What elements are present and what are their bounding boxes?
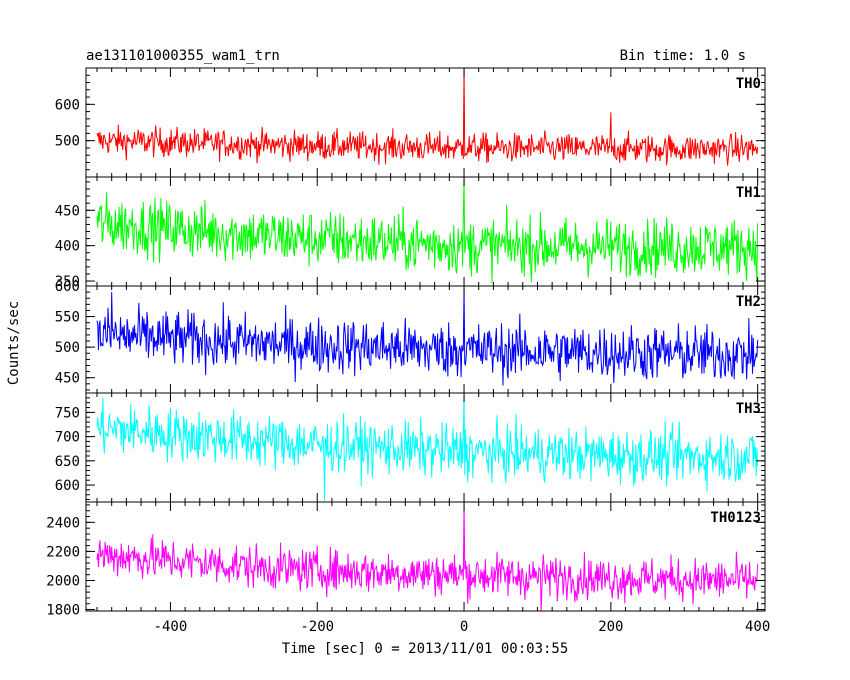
- y-tick-label: 350: [55, 274, 80, 290]
- x-tick-label: 200: [598, 619, 623, 635]
- y-tick-label: 2000: [46, 573, 80, 589]
- series-line-th3: [96, 393, 759, 502]
- panel-th0: 500 600 TH0: [55, 67, 766, 178]
- y-tick-label: 550: [55, 310, 80, 326]
- y-tick-label: 450: [55, 203, 80, 219]
- x-axis: -400 -200 0 200 400: [154, 619, 771, 635]
- y-tick-label: 650: [55, 454, 80, 470]
- y-tick-label: 1800: [46, 603, 80, 619]
- x-axis-label: Time [sec] 0 = 2013/11/01 00:03:55: [282, 641, 569, 657]
- panel-label-th3: TH3: [736, 401, 761, 417]
- panel-th0123: 1800 2000 2200 2400 TH0123: [46, 501, 766, 619]
- series-line-th2: [96, 287, 759, 386]
- y-tick-label: 750: [55, 405, 80, 421]
- panel-label-th1: TH1: [736, 185, 761, 201]
- y-tick-label: 600: [55, 279, 80, 295]
- panels-group: 500600TH0350400450TH1450500550600TH26006…: [46, 67, 766, 619]
- series-line-th0: [96, 68, 759, 166]
- panel-label-th2: TH2: [736, 294, 761, 310]
- series-line-th0123: [96, 502, 759, 611]
- chart-title: ae131101000355_wam1_trn: [86, 48, 280, 64]
- panel-th2: 450 500 550 600 TH2: [55, 279, 766, 394]
- y-tick-label: 600: [55, 478, 80, 494]
- y-tick-label: 2200: [46, 544, 80, 560]
- y-tick-label: 600: [55, 97, 80, 113]
- series-line-th1: [96, 177, 759, 283]
- x-tick-label: 400: [745, 619, 770, 635]
- panel-th3: 600 650 700 750 TH3: [55, 392, 766, 503]
- y-tick-label: 500: [55, 134, 80, 150]
- y-tick-label: 400: [55, 239, 80, 255]
- y-axis-label: Counts/sec: [6, 301, 22, 385]
- x-tick-label: -200: [300, 619, 334, 635]
- x-tick-label: 0: [460, 619, 468, 635]
- panel-label-th0123: TH0123: [710, 510, 761, 526]
- y-tick-label: 700: [55, 430, 80, 446]
- x-tick-label: -400: [154, 619, 188, 635]
- y-tick-label: 500: [55, 340, 80, 356]
- y-tick-label: 450: [55, 371, 80, 387]
- panel-label-th0: TH0: [736, 76, 761, 92]
- panel-th1: 350 400 450 TH1: [55, 176, 766, 290]
- y-tick-label: 2400: [46, 515, 80, 531]
- panel-frame: [85, 67, 766, 178]
- bin-time-label: Bin time: 1.0 s: [620, 48, 746, 64]
- panel-frame: [85, 501, 766, 612]
